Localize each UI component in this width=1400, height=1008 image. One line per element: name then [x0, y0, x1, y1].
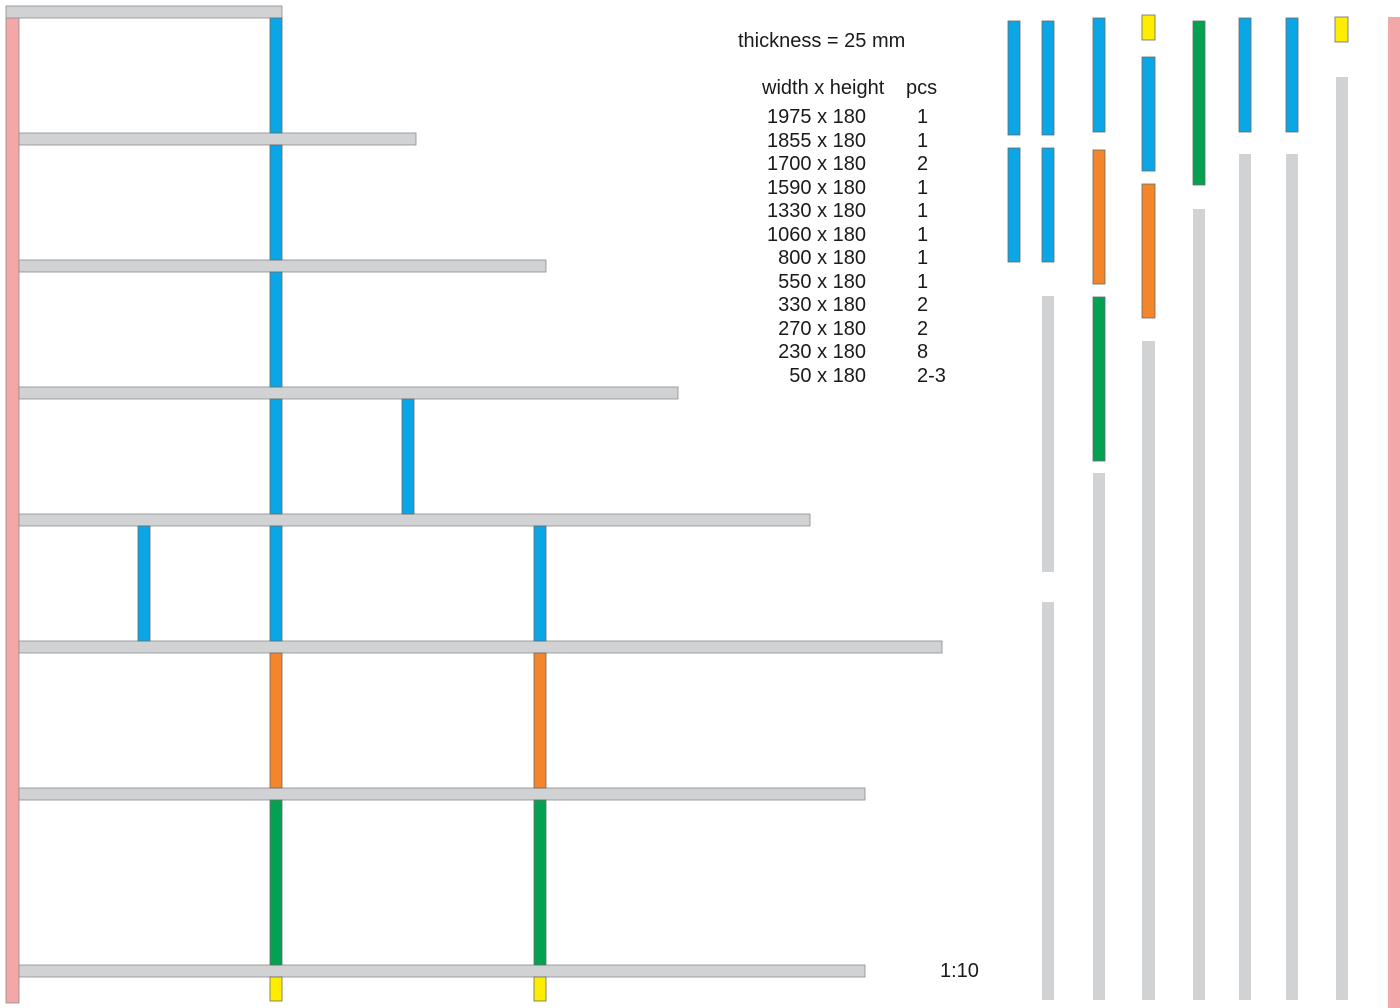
cut-piece-grey [1093, 473, 1105, 1000]
shelf-6 [18, 640, 943, 654]
cut-piece-blue [1141, 56, 1156, 172]
cut-piece-grey [1142, 341, 1155, 1000]
table-row-pcs: 2 [917, 294, 929, 316]
front-elevation [5, 5, 943, 1004]
shelf-4 [18, 386, 679, 400]
cut-piece-green [1092, 296, 1106, 462]
table-row-pcs: 1 [917, 106, 929, 128]
cut-piece-blue [1041, 20, 1055, 136]
divider-blue [269, 525, 283, 642]
cut-piece-blue [1007, 20, 1021, 136]
table-row-size: 1590 x 180 [767, 177, 866, 199]
divider-orange [269, 652, 283, 789]
cut-piece-grey [1286, 154, 1298, 1000]
table-row-pcs: 2 [917, 153, 929, 175]
cut-piece-grey [1193, 209, 1205, 1000]
shelf-1 [5, 5, 283, 19]
table-row-size: 800 x 180 [778, 247, 866, 269]
cut-piece-orange [1141, 183, 1156, 319]
cutting-layout [1007, 14, 1400, 1008]
table-row-size: 1330 x 180 [767, 200, 866, 222]
table-row-pcs: 1 [917, 200, 929, 222]
divider-blue [401, 398, 415, 515]
divider-blue [269, 17, 283, 134]
divider-blue [269, 271, 283, 388]
cut-piece-blue [1007, 147, 1021, 263]
wall-board [5, 16, 20, 1004]
shelf-3 [18, 259, 547, 273]
cut-piece-blue [1285, 17, 1299, 133]
table-row-pcs: 8 [917, 341, 929, 363]
shelf-2 [18, 132, 417, 146]
shelf-5 [18, 513, 811, 527]
cut-piece-grey [1042, 296, 1054, 572]
cut-piece-yellow [1334, 16, 1349, 43]
table-header-pcs: pcs [906, 77, 938, 99]
table-row-size: 1855 x 180 [767, 130, 866, 152]
table-row-size: 1060 x 180 [767, 224, 866, 246]
divider-green [533, 799, 547, 966]
table-row-pcs: 1 [917, 271, 929, 293]
table-row-size: 230 x 180 [778, 341, 866, 363]
table-header-size: width x height [762, 77, 885, 99]
shelves [5, 5, 943, 978]
divider-blue [137, 525, 151, 642]
cut-piece-blue [1092, 17, 1106, 133]
cut-piece-blue [1238, 17, 1252, 133]
table-row-size: 270 x 180 [778, 318, 866, 340]
foot-yellow [269, 976, 283, 1002]
dividers [137, 17, 547, 1002]
divider-blue [533, 525, 547, 642]
table-row-pcs: 2 [917, 318, 929, 340]
cut-piece-yellow [1141, 14, 1156, 41]
table-row-size: 1975 x 180 [767, 106, 866, 128]
scale-label: 1:10 [940, 960, 979, 982]
table-row-size: 1700 x 180 [767, 153, 866, 175]
divider-orange [533, 652, 547, 789]
cut-piece-green [1192, 20, 1206, 186]
table-row-pcs: 1 [917, 177, 929, 199]
table-row-pcs: 1 [917, 130, 929, 152]
cut-piece-grey [1239, 154, 1251, 1000]
table-row-size: 330 x 180 [778, 294, 866, 316]
table-row-pcs: 2-3 [917, 365, 946, 387]
divider-green [269, 799, 283, 966]
table-row-pcs: 1 [917, 224, 929, 246]
cut-piece-blue [1041, 147, 1055, 263]
shelf-7 [18, 787, 866, 801]
cut-piece-orange [1092, 149, 1106, 285]
table-row-size: 50 x 180 [789, 365, 866, 387]
cut-piece-grey [1336, 77, 1348, 1000]
thickness-note: thickness = 25 mm [738, 30, 906, 52]
divider-blue [269, 144, 283, 261]
foot-yellow [533, 976, 547, 1002]
divider-blue [269, 398, 283, 515]
cut-piece-grey [1042, 602, 1054, 1000]
table-row-size: 550 x 180 [778, 271, 866, 293]
shelf-8 [18, 964, 866, 978]
cut-piece-wall [1388, 17, 1400, 1008]
table-row-pcs: 1 [917, 247, 929, 269]
